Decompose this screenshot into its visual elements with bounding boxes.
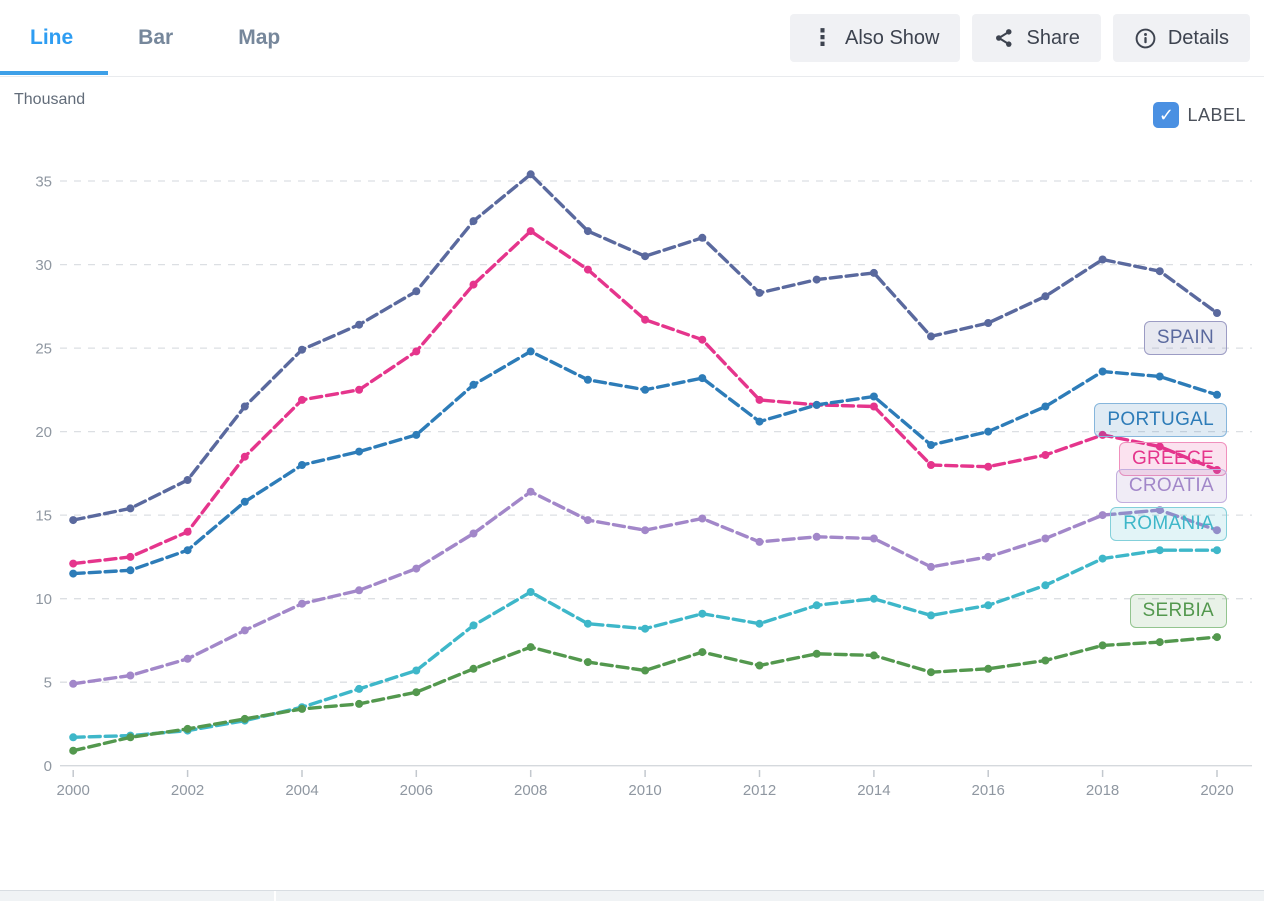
series-label-serbia: SERBIA [1129, 594, 1227, 628]
toolbar-buttons: ⋮ Also Show Share Details [789, 14, 1250, 62]
svg-text:5: 5 [44, 675, 52, 692]
svg-text:2018: 2018 [1086, 782, 1119, 799]
line-chart-canvas: 0 5 10 15 20 25 30 35 2000 2002 2004 2006 2008 2010 20… [35, 170, 1252, 799]
vertical-ellipsis-icon: ⋮ [810, 23, 834, 50]
share-button[interactable]: Share [972, 14, 1101, 62]
also-show-button[interactable]: ⋮ Also Show [789, 14, 961, 62]
tab-line[interactable]: Line [30, 26, 74, 49]
svg-text:2006: 2006 [400, 782, 433, 799]
svg-text:2010: 2010 [628, 782, 661, 799]
svg-text:10: 10 [35, 591, 52, 608]
table-header-divider [274, 891, 276, 901]
also-show-label: Also Show [844, 26, 940, 49]
info-icon [1135, 28, 1156, 48]
tab-bar[interactable]: Bar [138, 26, 174, 49]
line-chart: 0 5 10 15 20 25 30 35 2000 2002 2004 2006 2008 2010 20… [0, 120, 1264, 812]
y-axis-unit-label: Thousand [14, 91, 86, 108]
series-label-spain: SPAIN [1143, 321, 1227, 355]
share-label: Share [1026, 26, 1080, 49]
label-toggle[interactable]: ✓ LABEL [1153, 102, 1246, 128]
svg-text:2012: 2012 [743, 782, 776, 799]
svg-text:2000: 2000 [57, 782, 90, 799]
svg-text:2014: 2014 [857, 782, 890, 799]
share-icon [996, 29, 1013, 47]
details-label: Details [1167, 26, 1229, 49]
label-checkbox[interactable]: ✓ [1153, 102, 1180, 128]
series-label-portugal: PORTUGAL [1094, 403, 1227, 437]
chart-toolbar: Line Bar Map ⋮ Also Show Share Detail [0, 0, 1264, 77]
svg-text:0: 0 [44, 758, 52, 775]
label-toggle-text: LABEL [1187, 104, 1246, 125]
svg-text:2002: 2002 [171, 782, 204, 799]
series-label-greece: GREECE [1118, 442, 1227, 476]
svg-text:2020: 2020 [1200, 782, 1233, 799]
view-tabs: Line Bar Map [30, 0, 280, 75]
active-tab-underline [0, 71, 108, 75]
svg-text:2004: 2004 [285, 782, 318, 799]
svg-text:15: 15 [35, 508, 52, 525]
tab-map[interactable]: Map [238, 26, 281, 49]
svg-text:2008: 2008 [514, 782, 547, 799]
checkmark-icon: ✓ [1158, 105, 1174, 125]
svg-text:35: 35 [35, 174, 52, 191]
svg-text:25: 25 [35, 341, 52, 358]
svg-text:2016: 2016 [972, 782, 1005, 799]
details-button[interactable]: Details [1112, 14, 1250, 62]
svg-text:30: 30 [35, 257, 52, 274]
series-label-romania: ROMANIA [1110, 507, 1227, 541]
series-label-croatia: CROATIA [1115, 469, 1227, 503]
table-header-strip [0, 890, 1264, 901]
svg-text:20: 20 [35, 424, 52, 441]
